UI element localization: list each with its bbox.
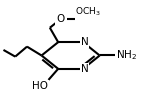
Text: HO: HO bbox=[32, 81, 48, 91]
Text: N: N bbox=[81, 64, 88, 74]
Text: N: N bbox=[81, 37, 88, 47]
Text: OCH$_3$: OCH$_3$ bbox=[75, 5, 101, 18]
Text: NH$_2$: NH$_2$ bbox=[116, 49, 137, 62]
Text: O: O bbox=[57, 14, 65, 24]
